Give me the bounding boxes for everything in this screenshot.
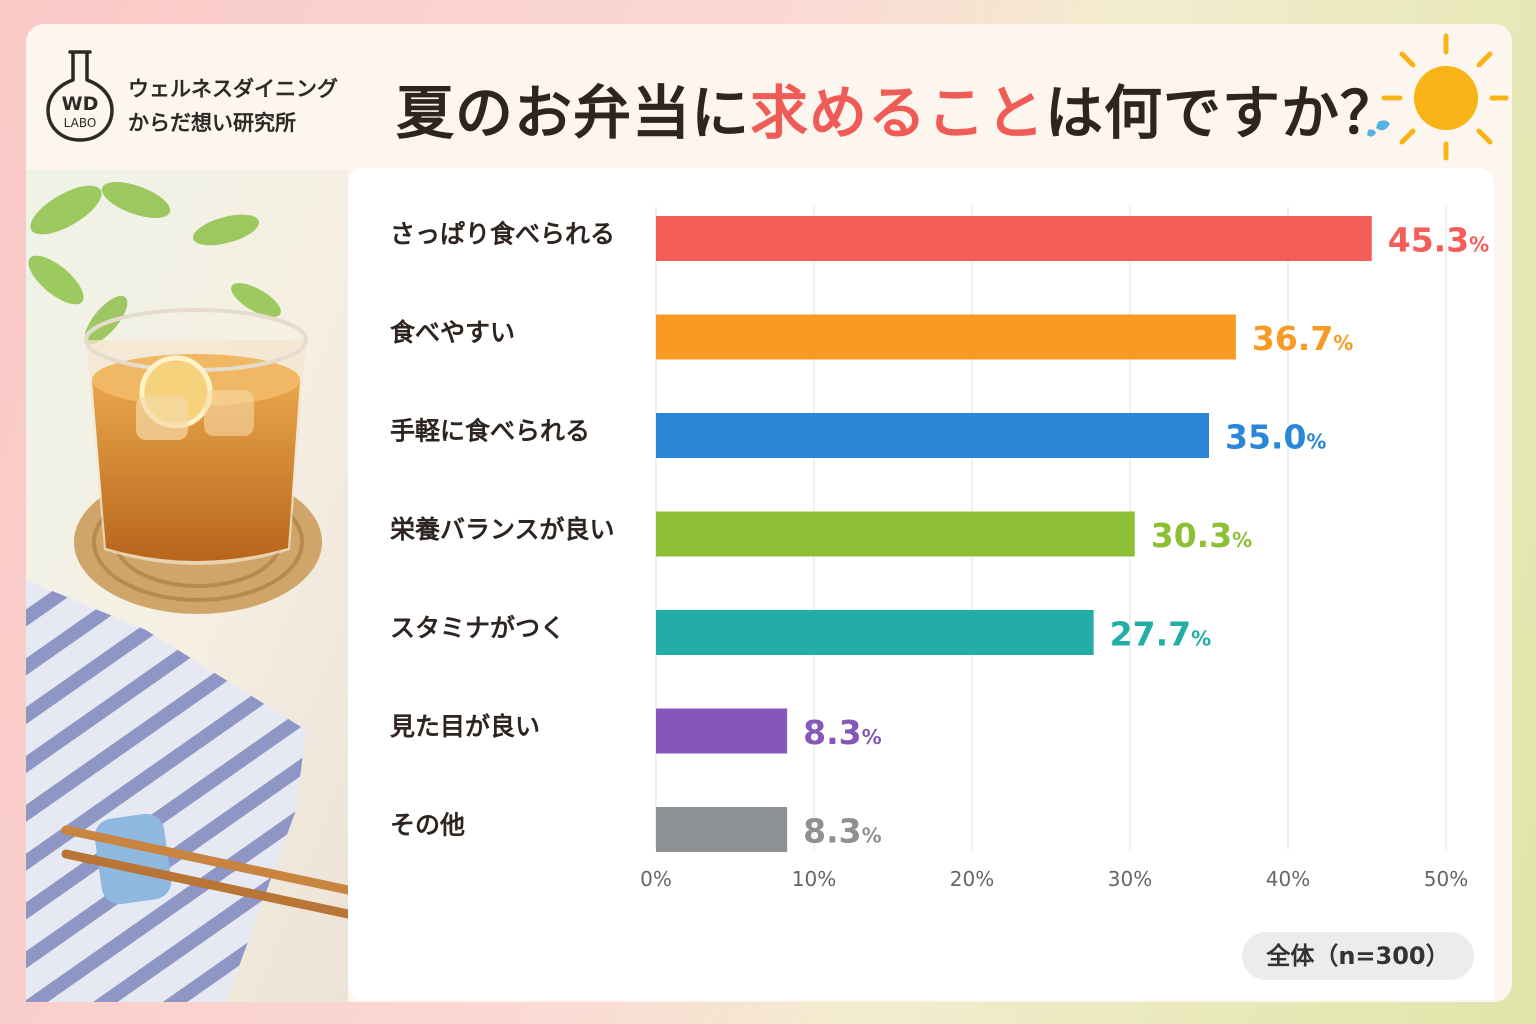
x-tick-label: 0% (640, 867, 672, 891)
x-tick-label: 50% (1424, 867, 1468, 891)
category-label: 見た目が良い (390, 712, 540, 741)
category-label: 栄養バランスが良い (389, 515, 615, 544)
bar (656, 610, 1094, 655)
x-tick-label: 20% (950, 867, 994, 891)
category-label: その他 (390, 811, 465, 840)
bar (656, 216, 1372, 261)
logo-mark-bottom: LABO (64, 116, 97, 130)
sample-size-badge: 全体（n=300） (1242, 932, 1474, 980)
bar (656, 708, 788, 754)
bar (656, 413, 1209, 458)
x-tick-label: 30% (1108, 867, 1152, 891)
chart-panel: 0% 10% 20% 30% 40% 50% さっぱり食べられる 45.3% 食べやすい 36.7… (348, 168, 1494, 1000)
logo-line-1: ウェルネスダイニング (128, 77, 338, 101)
category-label: 食べやすい (390, 318, 515, 347)
value-label: 35.0% (1225, 418, 1326, 457)
page-title: 夏のお弁当に求めることは何ですか？ (396, 66, 1399, 150)
x-tick-label: 10% (792, 867, 836, 891)
value-label: 8.3% (803, 713, 882, 752)
value-label: 45.3% (1388, 221, 1489, 260)
bar (656, 807, 788, 852)
x-tick-label: 40% (1266, 867, 1310, 891)
logo-mark-top: WD (62, 93, 99, 115)
value-label: 36.7% (1252, 319, 1353, 358)
category-label: スタミナがつく (390, 614, 565, 643)
logo-text: ウェルネスダイニング からだ想い研究所 (128, 72, 338, 140)
title-accent: 求めること (750, 79, 1046, 147)
bar (656, 511, 1135, 557)
flask-logo-icon: WD LABO (46, 50, 114, 142)
sun-icon (1367, 33, 1509, 161)
value-label: 8.3% (803, 812, 882, 851)
value-label: 30.3% (1151, 516, 1252, 555)
title-part-1: 夏のお弁当に (396, 79, 751, 147)
bar (656, 314, 1236, 360)
category-label: さっぱり食べられる (390, 220, 615, 249)
value-label: 27.7% (1110, 615, 1211, 654)
category-label: 手軽に食べられる (390, 417, 590, 446)
bar-chart: 0% 10% 20% 30% 40% 50% さっぱり食べられる 45.3% 食べやすい 36.7… (389, 206, 1489, 891)
iced-tea-photo (26, 170, 348, 1002)
title-part-2: は何ですか？ (1045, 79, 1400, 147)
logo-line-2: からだ想い研究所 (128, 111, 296, 135)
